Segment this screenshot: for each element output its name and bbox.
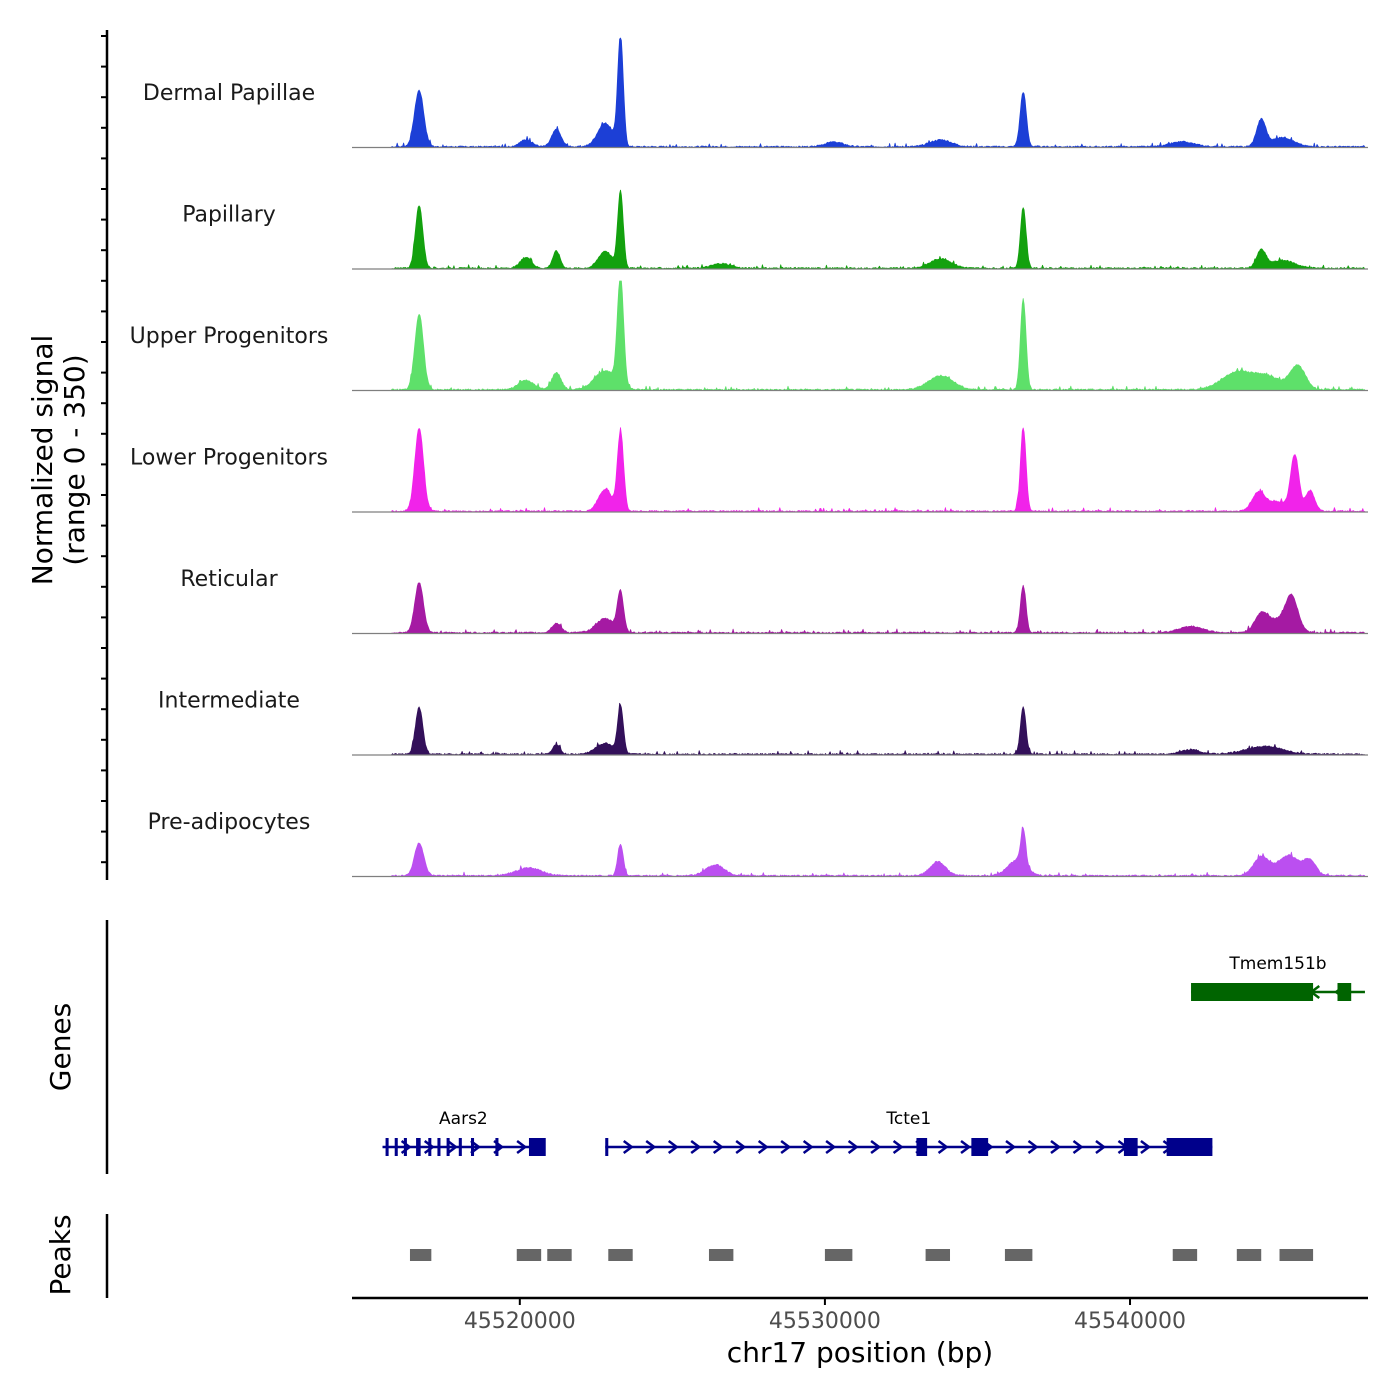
gene-strand-arrow [1027,1140,1039,1154]
gene-strand-arrow [960,1140,972,1154]
gene-exon [403,1138,407,1156]
gene-strand-arrow [870,1140,882,1154]
track-label: Pre-adipocytes [148,810,311,835]
gene-strand-arrow [825,1140,837,1154]
gene-label: Tcte1 [885,1109,931,1129]
peak-region [516,1249,542,1261]
track-label: Intermediate [158,689,300,714]
signal-tracks: Dermal Papillae Papillary Upper Progenitor… [130,37,1368,878]
gene-strand-arrow [735,1140,747,1154]
peak-region [1172,1249,1198,1261]
gene-strand-arrow [690,1140,702,1154]
gene-strand-arrow [447,1140,458,1154]
gene-track: Tmem151b Aars2 Tcte1 [382,954,1365,1156]
peak-region [708,1249,734,1261]
gene-strand-arrow [1050,1140,1062,1154]
peaks-panel-title: Peaks [44,1214,77,1295]
gene-strand-arrow [757,1140,769,1154]
gene-exon [1337,983,1352,1001]
signal-area [391,280,1366,391]
y-axis-title: Normalized signal [26,335,59,586]
peak-region [608,1249,633,1261]
signal-y-axis-ticks [101,35,107,864]
gene-strand-arrow [1140,1140,1152,1154]
gene-strand-arrow [645,1140,657,1154]
signal-area [391,189,1366,270]
gene-strand-arrow [847,1140,859,1154]
gene-strand-arrow [892,1140,904,1154]
gene-exon [416,1138,421,1156]
gene-exon [971,1138,989,1156]
signal-area [391,702,1366,756]
gene-exon [605,1138,609,1156]
track-label: Papillary [182,203,276,228]
signal-area [391,582,1366,634]
y-axis-range: (range 0 - 350) [58,354,91,565]
signal-area [391,427,1366,513]
gene-strand-arrow [667,1140,679,1154]
gene-strand-arrow [712,1140,724,1154]
gene-strand-arrow [423,1140,435,1154]
x-axis-title: chr17 position (bp) [727,1336,993,1369]
gene-label: Tmem151b [1228,954,1326,974]
track-label: Upper Progenitors [130,324,329,349]
gene-exon [428,1138,432,1156]
gene-exon [394,1138,398,1156]
track-label: Lower Progenitors [130,446,328,471]
peak-track [409,1249,1314,1261]
genes-panel-title: Genes [44,1003,77,1091]
gene-exon [446,1138,450,1156]
gene-strand-arrow [937,1140,949,1154]
peak-region [409,1249,432,1261]
peak-region [1279,1249,1314,1261]
gene-strand-arrow [516,1140,528,1154]
gene-exon [495,1138,499,1156]
gene-strand-arrow [780,1140,792,1154]
gene-strand-arrow [802,1140,814,1154]
x-axis-ticks: 45520000 45530000 45540000 [464,1298,1186,1334]
signal-area [391,37,1366,148]
gene-exon [385,1138,389,1156]
x-tick-label: 45520000 [464,1309,576,1334]
peak-region [547,1249,572,1261]
gene-label: Aars2 [439,1109,488,1129]
gene-strand-arrow [1095,1140,1107,1154]
gene-exon [916,1138,928,1156]
gene-exon [1123,1138,1138,1156]
x-tick-label: 45530000 [769,1309,881,1334]
gene-exon [458,1138,462,1156]
peak-region [824,1249,853,1261]
gene-exon [1166,1138,1213,1156]
gene-exon [528,1138,546,1156]
gene-exon [1191,983,1314,1001]
peak-region [925,1249,951,1261]
x-tick-label: 45540000 [1074,1309,1186,1334]
gene-strand-arrow [1005,1140,1017,1154]
peak-region [1004,1249,1033,1261]
track-label: Reticular [180,567,278,592]
gene-strand-arrow [622,1140,634,1154]
peak-region [1236,1249,1262,1261]
gene-exon [437,1138,441,1156]
gene-exon [470,1138,475,1156]
track-label: Dermal Papillae [143,81,315,106]
gene-strand-arrow [1072,1140,1084,1154]
signal-area [391,826,1366,877]
